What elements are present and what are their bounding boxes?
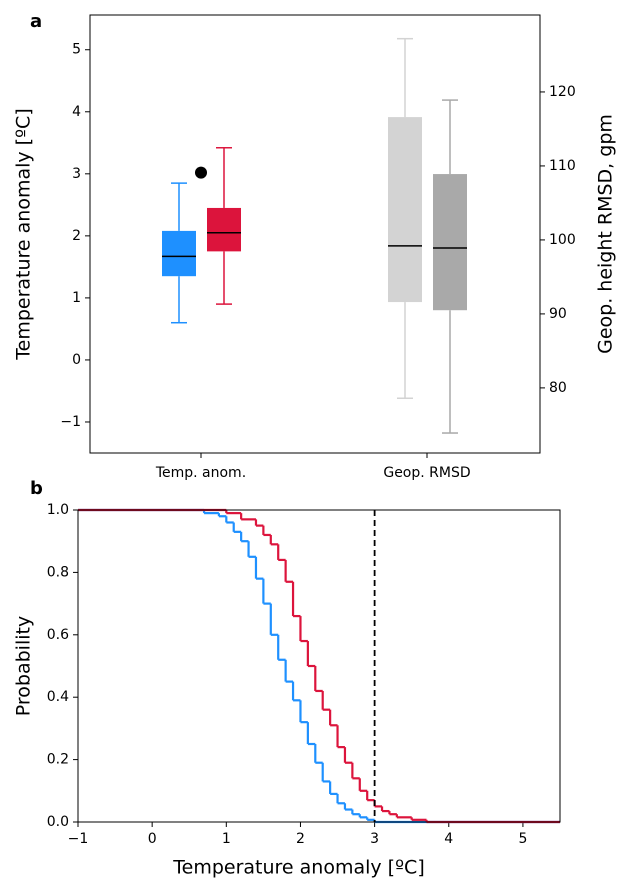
panel-label: a <box>30 11 42 32</box>
x-tick-label: 4 <box>444 831 453 847</box>
x-tick-label: −1 <box>68 831 89 847</box>
x-tick-label: 2 <box>296 831 305 847</box>
panel-label: b <box>30 478 43 499</box>
x-tick-label: Temp. anom. <box>155 465 246 481</box>
box <box>207 207 241 252</box>
box <box>388 117 422 303</box>
y-axis-label: Temperature anomaly [ºC] <box>13 108 35 360</box>
y-tick-label: −1 <box>60 414 81 430</box>
x-tick-label: 3 <box>370 831 379 847</box>
y-tick-label: 0.2 <box>47 752 69 768</box>
x-axis-label: Temperature anomaly [ºC] <box>172 857 424 879</box>
y2-tick-label: 110 <box>549 158 576 174</box>
y-tick-label: 3 <box>72 166 81 182</box>
axes-frame <box>77 509 561 823</box>
y-tick-label: 0.8 <box>47 564 69 580</box>
x-tick-label: 1 <box>222 831 231 847</box>
y-tick-label: 0.6 <box>47 627 69 643</box>
box <box>162 230 196 277</box>
x-tick-label: 5 <box>518 831 527 847</box>
y-tick-label: 1 <box>72 290 81 306</box>
y-tick-label: 2 <box>72 228 81 244</box>
y2-axis-label: Geop. height RMSD, gpm <box>595 114 617 354</box>
y-tick-label: 1.0 <box>47 502 69 518</box>
y-tick-label: 5 <box>72 42 81 58</box>
box <box>433 174 467 311</box>
y-axis-label: Probability <box>13 616 35 716</box>
y2-tick-label: 100 <box>549 232 576 248</box>
x-tick-label: 0 <box>148 831 157 847</box>
flier <box>195 166 207 179</box>
y2-tick-label: 120 <box>549 84 576 100</box>
y-tick-label: 0.0 <box>47 814 69 830</box>
x-tick-label: Geop. RMSD <box>383 465 470 481</box>
y2-tick-label: 90 <box>549 306 567 322</box>
y2-tick-label: 80 <box>549 380 567 396</box>
y-tick-label: 4 <box>72 104 81 120</box>
y-tick-label: 0.4 <box>47 689 69 705</box>
y-tick-label: 0 <box>72 352 81 368</box>
axes-frame <box>89 14 541 454</box>
